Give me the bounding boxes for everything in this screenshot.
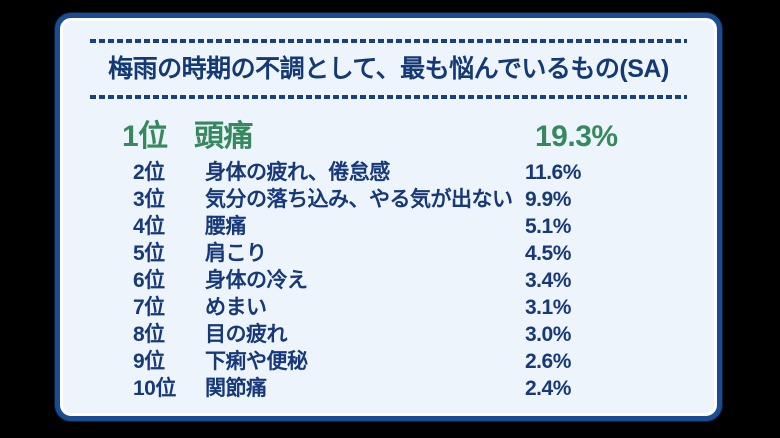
percent-value: 3.4% xyxy=(525,269,571,292)
ailment-label: 関節痛 xyxy=(205,377,267,400)
ailment-label: 頭痛 xyxy=(194,120,254,153)
percent-value: 19.3% xyxy=(535,120,618,153)
rank-label: 8位 xyxy=(133,323,165,346)
rank-label: 3位 xyxy=(133,188,165,211)
rank-label: 10位 xyxy=(133,377,176,400)
rank-label: 2位 xyxy=(133,161,165,184)
rank-label: 9位 xyxy=(133,350,165,373)
rank-row: 2位 身体の疲れ、倦怠感 11.6% xyxy=(60,159,717,186)
rank-row: 7位 めまい 3.1% xyxy=(60,294,717,321)
ailment-label: 目の疲れ xyxy=(205,323,288,346)
rank-row: 10位 関節痛 2.4% xyxy=(60,375,717,402)
ailment-label: めまい xyxy=(205,296,267,319)
ailment-label: 身体の疲れ、倦怠感 xyxy=(205,161,390,184)
rank-label: 1位 xyxy=(122,120,168,153)
ailment-label: 腰痛 xyxy=(205,215,247,238)
ailment-label: 下痢や便秘 xyxy=(205,350,308,373)
chart-title: 梅雨の時期の不調として、最も悩んでいるもの(SA) xyxy=(108,55,669,83)
rank-label: 4位 xyxy=(133,215,165,238)
rank-label: 6位 xyxy=(133,269,165,292)
ailment-label: 気分の落ち込み、やる気が出ない xyxy=(205,188,513,211)
rank-row: 3位 気分の落ち込み、やる気が出ない 9.9% xyxy=(60,186,717,213)
ailment-label: 身体の冷え xyxy=(205,269,308,292)
rank-row: 4位 腰痛 5.1% xyxy=(60,213,717,240)
percent-value: 11.6% xyxy=(525,161,581,184)
percent-value: 2.6% xyxy=(525,350,571,373)
rank-row: 6位 身体の冷え 3.4% xyxy=(60,267,717,294)
rank-row: 9位 下痢や便秘 2.6% xyxy=(60,348,717,375)
percent-value: 3.1% xyxy=(525,296,571,319)
rank-row: 8位 目の疲れ 3.0% xyxy=(60,321,717,348)
ailment-label: 肩こり xyxy=(205,242,267,265)
percent-value: 3.0% xyxy=(525,323,571,346)
ranking-list: 1位 頭痛 19.3% 2位 身体の疲れ、倦怠感 11.6% 3位 気分の落ち込… xyxy=(60,114,717,402)
percent-value: 9.9% xyxy=(525,188,571,211)
dashed-divider-bottom xyxy=(90,95,687,99)
rank-row: 5位 肩こり 4.5% xyxy=(60,240,717,267)
dashed-divider-top xyxy=(90,39,687,43)
percent-value: 4.5% xyxy=(525,242,571,265)
rank-label: 7位 xyxy=(133,296,165,319)
rank-label: 5位 xyxy=(133,242,165,265)
rank-row: 1位 頭痛 19.3% xyxy=(60,114,717,159)
percent-value: 5.1% xyxy=(525,215,571,238)
percent-value: 2.4% xyxy=(525,377,571,400)
survey-result-card: 梅雨の時期の不調として、最も悩んでいるもの(SA) 1位 頭痛 19.3% 2位… xyxy=(55,13,722,421)
